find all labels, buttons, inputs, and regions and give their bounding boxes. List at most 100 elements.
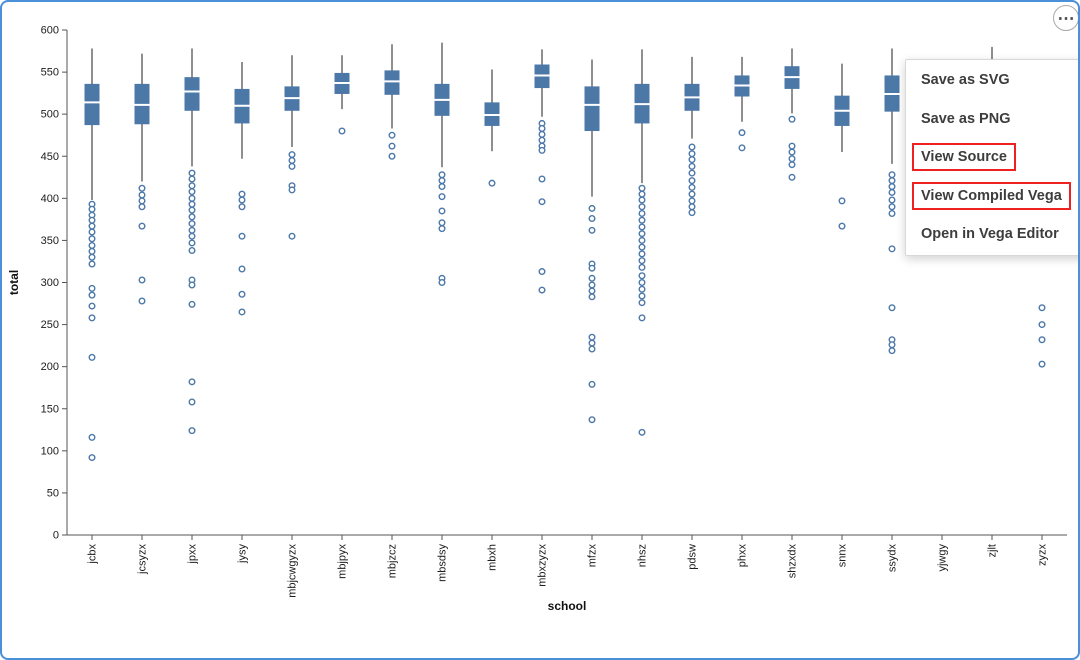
outlier-point xyxy=(288,156,296,164)
outlier-point xyxy=(88,302,96,310)
boxplot-mbsdsy xyxy=(434,42,450,287)
outlier-point xyxy=(738,129,746,137)
x-tick-label: mbjzcz xyxy=(387,544,399,578)
y-tick-label: 500 xyxy=(41,109,59,121)
outlier-point xyxy=(388,131,396,139)
outlier-point xyxy=(188,232,196,240)
outlier-point xyxy=(88,291,96,299)
x-tick-label: ssydx xyxy=(887,544,899,573)
x-tick-label: mbjpyx xyxy=(337,544,349,579)
outlier-point xyxy=(638,299,646,307)
boxplot-pdsw xyxy=(684,56,700,217)
outlier-point xyxy=(288,151,296,159)
menu-label-annotated: View Source xyxy=(912,143,1016,172)
menu-item-save-as-svg[interactable]: Save as SVG xyxy=(906,61,1078,100)
boxplot-jysy xyxy=(234,61,250,316)
boxplot-shzxdx xyxy=(784,48,800,181)
outlier-point xyxy=(188,188,196,196)
outlier-point xyxy=(688,150,696,158)
outlier-point xyxy=(588,416,596,424)
menu-item-view-source[interactable]: View Source xyxy=(906,138,1078,177)
outlier-point xyxy=(138,197,146,205)
outlier-point xyxy=(188,175,196,183)
outlier-point xyxy=(138,191,146,199)
outlier-point xyxy=(588,274,596,282)
outlier-point xyxy=(538,124,546,132)
menu-label-annotated: View Compiled Vega xyxy=(912,181,1071,210)
menu-label: Open in Vega Editor xyxy=(921,226,1059,243)
outlier-point xyxy=(638,203,646,211)
outlier-point xyxy=(438,193,446,201)
boxplot-snnx xyxy=(834,63,850,230)
outlier-point xyxy=(338,127,346,135)
outlier-point xyxy=(588,264,596,272)
x-tick-label: jpxx xyxy=(187,544,199,565)
outlier-point xyxy=(188,378,196,386)
boxplot-jcsyzx xyxy=(134,53,150,305)
x-tick-label: mbjcwgyzx xyxy=(287,544,299,598)
outlier-point xyxy=(538,268,546,276)
y-tick-label: 450 xyxy=(41,151,59,163)
outlier-point xyxy=(438,219,446,227)
outlier-point xyxy=(638,216,646,224)
outlier-point xyxy=(438,225,446,233)
outlier-point xyxy=(538,175,546,183)
outlier-point xyxy=(188,239,196,247)
outlier-point xyxy=(1038,360,1046,368)
outlier-point xyxy=(238,290,246,298)
outlier-point xyxy=(188,398,196,406)
x-tick-label: jysy xyxy=(237,544,249,564)
y-tick-label: 550 xyxy=(41,67,59,79)
outlier-point xyxy=(438,177,446,185)
axes: 0 50 100 150 200 250 300 350 400 450 500 550 600 tota… xyxy=(7,25,1067,613)
menu-item-open-in-vega-editor[interactable]: Open in Vega Editor xyxy=(906,215,1078,254)
y-tick-label: 200 xyxy=(41,361,59,373)
menu-item-view-compiled-vega[interactable]: View Compiled Vega xyxy=(906,177,1078,216)
outlier-point xyxy=(188,226,196,234)
outlier-point xyxy=(188,247,196,255)
outlier-point xyxy=(588,380,596,388)
outlier-point xyxy=(888,203,896,211)
outlier-point xyxy=(438,279,446,287)
outlier-point xyxy=(138,297,146,305)
outlier-point xyxy=(538,198,546,206)
outlier-point xyxy=(88,454,96,462)
outlier-point xyxy=(838,197,846,205)
vega-actions-button[interactable]: ⋯ xyxy=(1053,5,1078,31)
outlier-point xyxy=(88,222,96,230)
boxplot-mbjzcz xyxy=(384,44,400,160)
outlier-point xyxy=(638,263,646,271)
outlier-point xyxy=(88,241,96,249)
outlier-point xyxy=(688,197,696,205)
outlier-point xyxy=(88,433,96,441)
outlier-point xyxy=(138,276,146,284)
outlier-point xyxy=(588,204,596,212)
x-tick-label: phxx xyxy=(737,544,749,568)
outlier-point xyxy=(88,260,96,268)
outlier-point xyxy=(738,144,746,152)
menu-label: Save as PNG xyxy=(921,110,1011,127)
outlier-point xyxy=(638,250,646,258)
outlier-point xyxy=(788,161,796,169)
outlier-point xyxy=(888,196,896,204)
outlier-point xyxy=(438,183,446,191)
x-tick-label: zjlt xyxy=(987,544,999,557)
boxplot-nhsz xyxy=(634,49,650,436)
outlier-point xyxy=(688,190,696,198)
outlier-point xyxy=(538,146,546,154)
outlier-point xyxy=(438,207,446,215)
x-tick-label: mbxh xyxy=(487,544,499,571)
menu-label: Save as SVG xyxy=(921,72,1010,89)
outlier-point xyxy=(888,245,896,253)
outlier-point xyxy=(238,308,246,316)
outlier-point xyxy=(888,171,896,179)
menu-item-save-as-png[interactable]: Save as PNG xyxy=(906,100,1078,139)
outlier-point xyxy=(638,230,646,238)
outlier-point xyxy=(688,162,696,170)
outlier-point xyxy=(638,243,646,251)
outlier-point xyxy=(188,182,196,190)
outlier-point xyxy=(688,143,696,151)
x-tick-label: jcbx xyxy=(87,544,99,565)
outlier-point xyxy=(638,292,646,300)
outlier-point xyxy=(88,205,96,213)
